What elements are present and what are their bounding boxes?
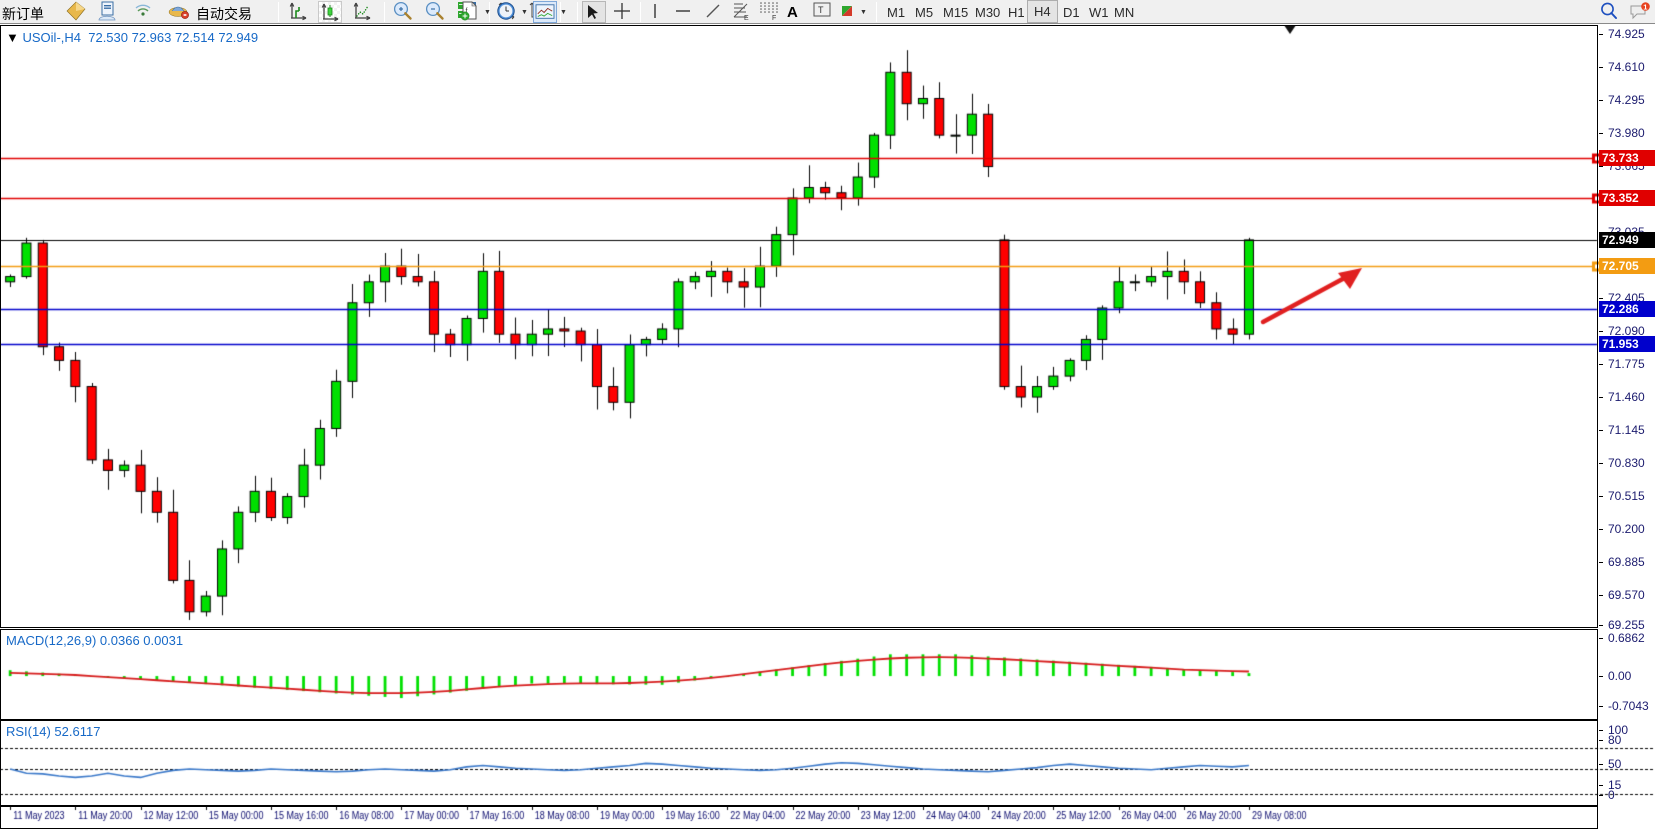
svg-text:F: F — [772, 15, 776, 21]
svg-text:E: E — [744, 15, 749, 21]
svg-text:T: T — [818, 5, 824, 15]
svg-text:1: 1 — [1643, 2, 1647, 11]
